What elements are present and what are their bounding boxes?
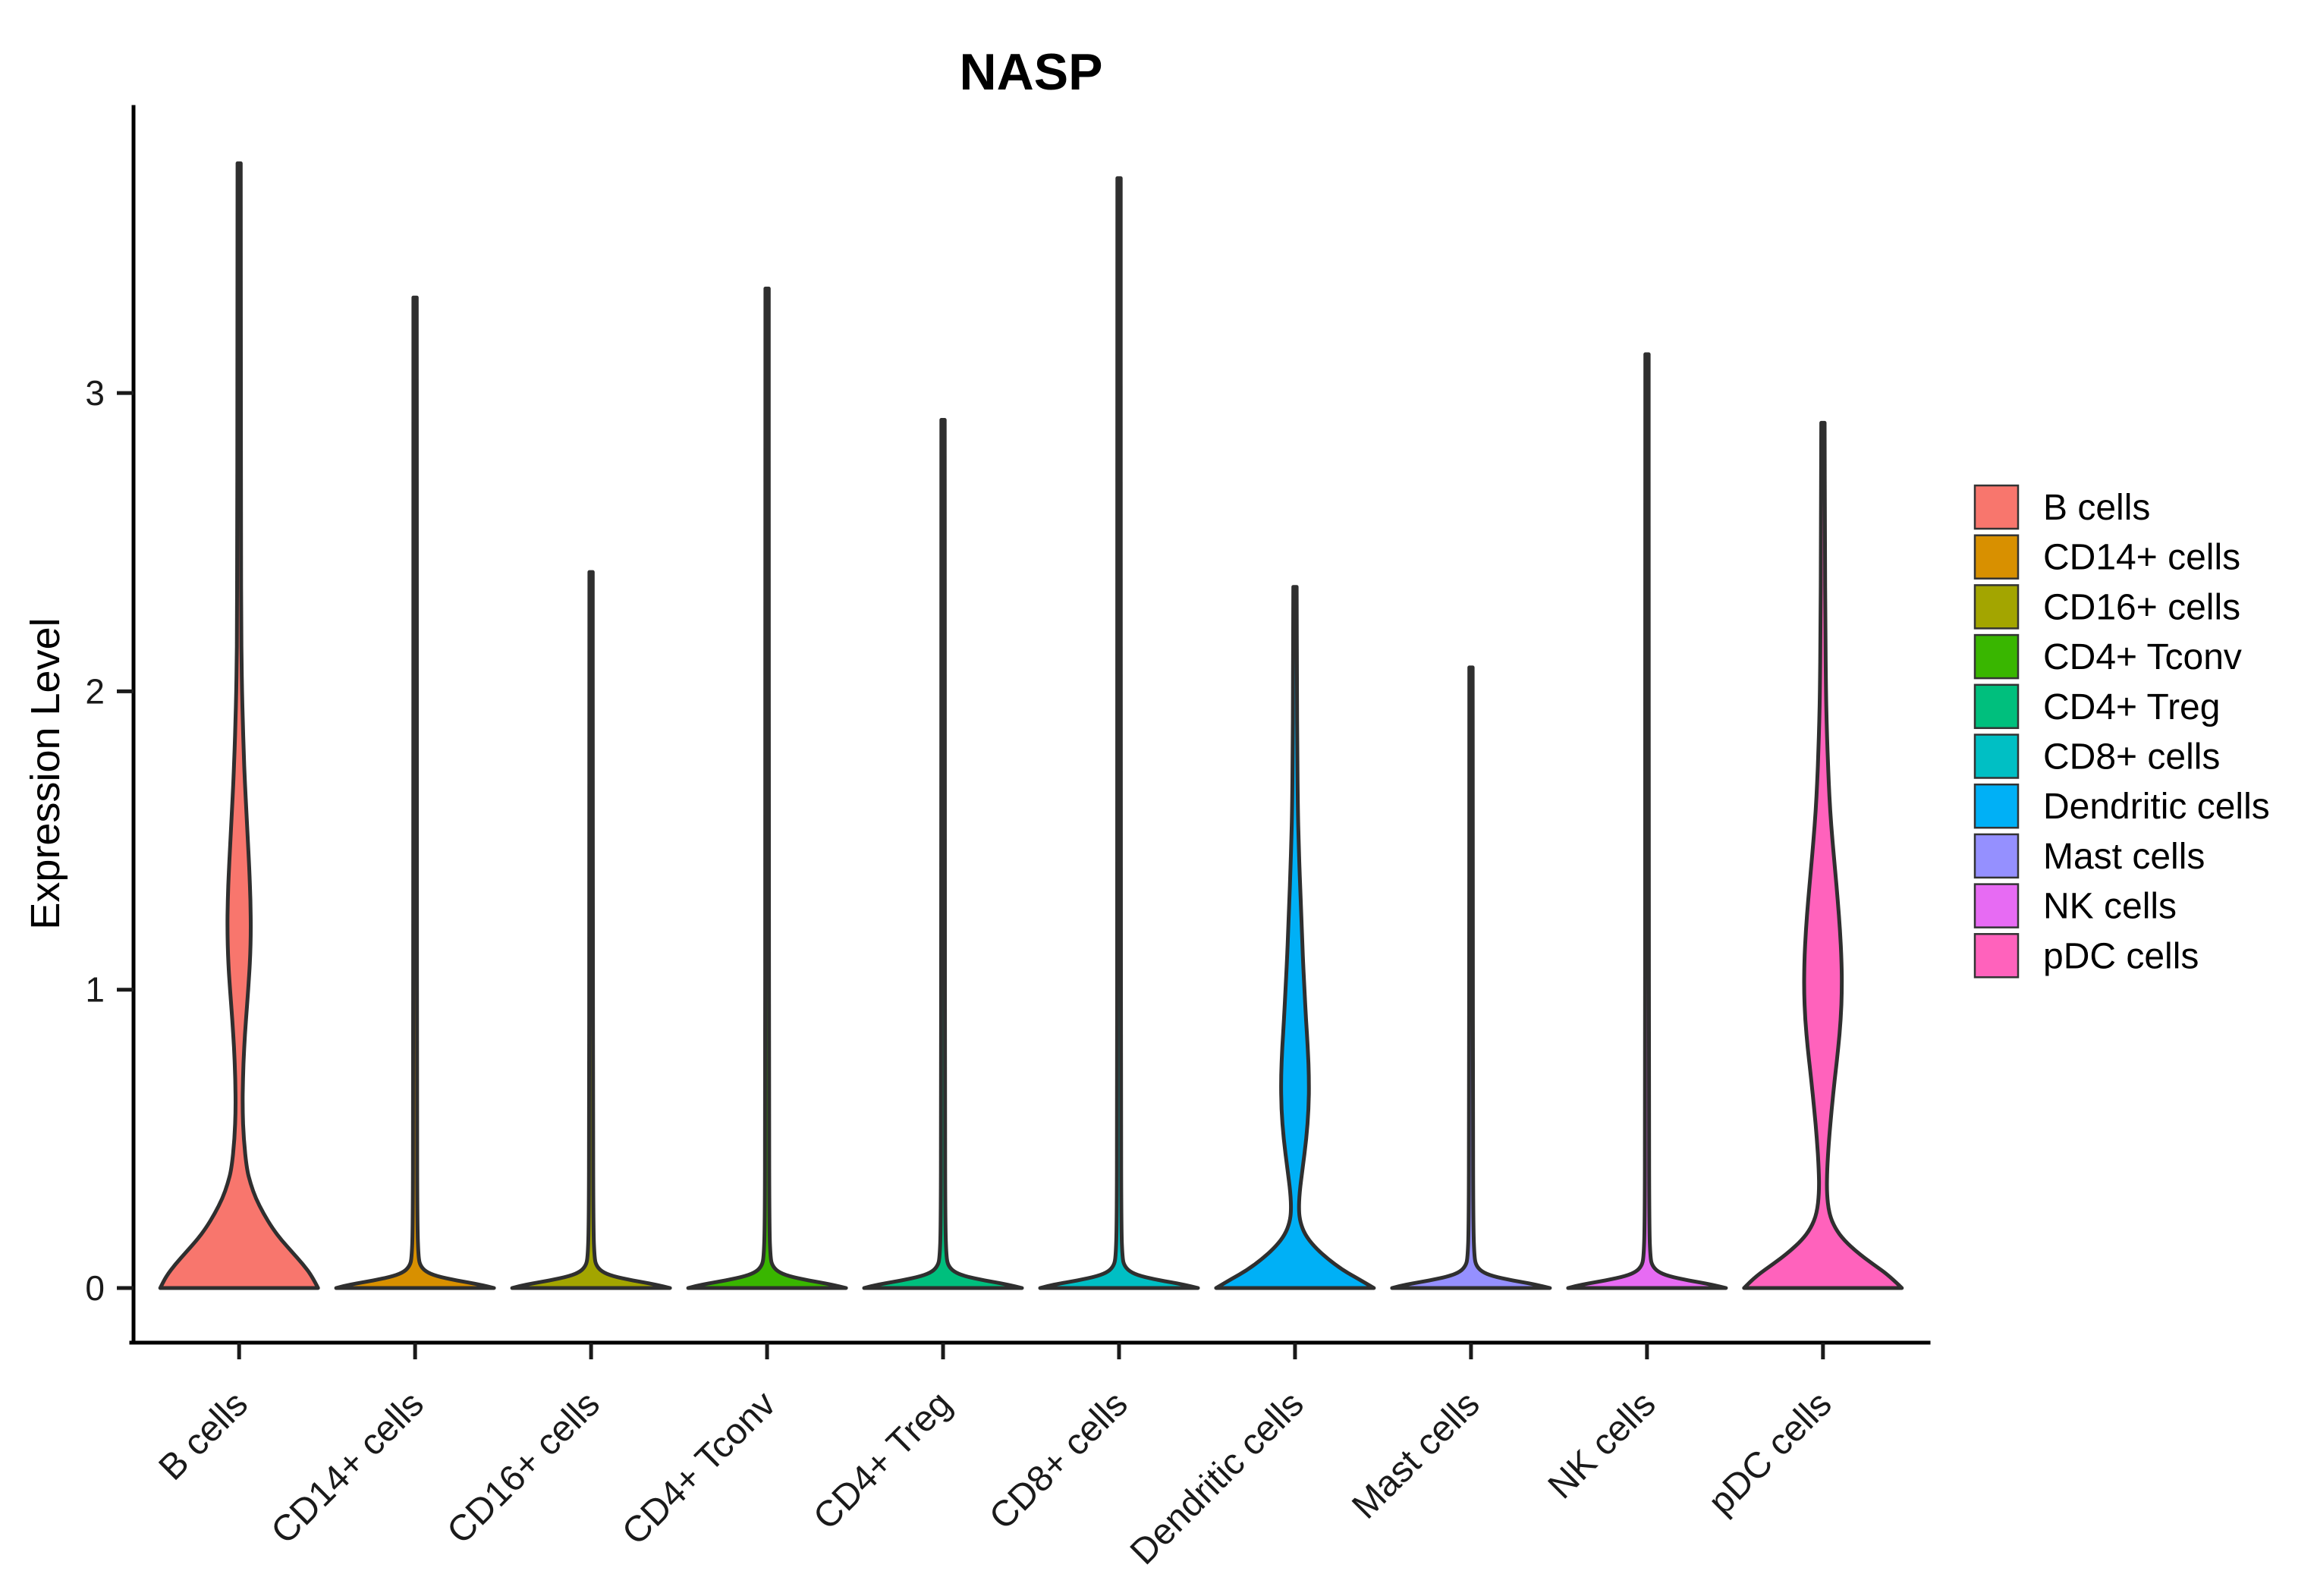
legend-label-cd8-cells: CD8+ cells bbox=[2043, 737, 2220, 778]
legend-key-mast-cells bbox=[1973, 833, 2020, 879]
legend-label-cd14-cells: CD14+ cells bbox=[2043, 538, 2240, 578]
y-axis-ticks: 0 1 2 3 bbox=[85, 373, 134, 1308]
x-tick-label-nk-cells: NK cells bbox=[1541, 1384, 1664, 1506]
legend-label-cd16-cells: CD16+ cells bbox=[2043, 587, 2240, 627]
violin-cd8-cells bbox=[1038, 176, 1200, 1290]
legend-key-cd4-tconv bbox=[1973, 633, 2020, 680]
violin-dendritic-cells bbox=[1214, 585, 1376, 1290]
y-tick-label-3: 3 bbox=[85, 373, 105, 413]
x-tick-label-cd4-treg: CD4+ Treg bbox=[806, 1384, 960, 1538]
x-axis-ticks: B cells CD14+ cells CD16+ cells CD4+ Tconv C… bbox=[152, 1343, 1840, 1572]
legend-key-cd4-treg bbox=[1973, 683, 2020, 730]
y-axis-label: Expression Level bbox=[23, 617, 68, 929]
legend-item-dendritic-cells: Dendritic cells bbox=[1973, 783, 2270, 829]
legend-label-nk-cells: NK cells bbox=[2043, 887, 2177, 927]
legend-key-cd8-cells bbox=[1973, 734, 2020, 779]
legend-item-cd4-tconv: CD4+ Tconv bbox=[1973, 633, 2242, 680]
violin-cd4-treg bbox=[862, 418, 1024, 1290]
legend-item-pdc-cells: pDC cells bbox=[1973, 933, 2199, 979]
legend-label-pdc-cells: pDC cells bbox=[2043, 936, 2199, 976]
x-tick-label-cd14-cells: CD14+ cells bbox=[264, 1384, 432, 1551]
legend-key-cd16-cells bbox=[1973, 584, 2020, 630]
y-tick-label-1: 1 bbox=[85, 970, 105, 1010]
legend-label-b-cells: B cells bbox=[2043, 488, 2150, 528]
legend-item-cd4-treg: CD4+ Treg bbox=[1973, 683, 2220, 730]
y-tick-label-2: 2 bbox=[85, 671, 105, 711]
legend: B cells CD14+ cells CD16+ cells CD4+ Tconv C… bbox=[1973, 484, 2270, 979]
legend-label-mast-cells: Mast cells bbox=[2043, 837, 2205, 877]
legend-label-cd4-tconv: CD4+ Tconv bbox=[2043, 637, 2242, 677]
legend-item-nk-cells: NK cells bbox=[1973, 883, 2177, 928]
legend-key-pdc-cells bbox=[1973, 933, 2020, 979]
x-tick-label-cd8-cells: CD8+ cells bbox=[982, 1384, 1136, 1538]
x-tick-label-cd4-tconv: CD4+ Tconv bbox=[615, 1384, 784, 1553]
legend-item-cd16-cells: CD16+ cells bbox=[1973, 584, 2240, 630]
violin-b-cells bbox=[158, 161, 320, 1290]
legend-label-dendritic-cells: Dendritic cells bbox=[2043, 787, 2270, 827]
x-tick-label-pdc-cells: pDC cells bbox=[1701, 1384, 1840, 1522]
legend-key-b-cells bbox=[1973, 484, 2020, 530]
violin-cd4-tconv bbox=[686, 286, 848, 1290]
x-tick-label-b-cells: B cells bbox=[152, 1384, 256, 1488]
legend-key-nk-cells bbox=[1973, 883, 2020, 928]
legend-key-dendritic-cells bbox=[1973, 783, 2020, 829]
legend-label-cd4-treg: CD4+ Treg bbox=[2043, 687, 2220, 727]
legend-item-mast-cells: Mast cells bbox=[1973, 833, 2205, 879]
x-tick-label-dendritic-cells: Dendritic cells bbox=[1123, 1384, 1312, 1572]
legend-item-cd8-cells: CD8+ cells bbox=[1973, 734, 2220, 779]
violin-cd16-cells bbox=[510, 570, 672, 1290]
violin-pdc-cells bbox=[1742, 420, 1904, 1290]
legend-item-cd14-cells: CD14+ cells bbox=[1973, 534, 2240, 580]
x-tick-label-mast-cells: Mast cells bbox=[1344, 1384, 1487, 1526]
violin-nk-cells bbox=[1566, 352, 1728, 1290]
violins-group bbox=[158, 161, 1904, 1290]
x-tick-label-cd16-cells: CD16+ cells bbox=[439, 1384, 607, 1551]
violin-cd14-cells bbox=[334, 295, 496, 1290]
y-tick-label-0: 0 bbox=[85, 1268, 105, 1308]
legend-key-cd14-cells bbox=[1973, 534, 2020, 580]
violin-mast-cells bbox=[1390, 665, 1552, 1290]
legend-item-b-cells: B cells bbox=[1973, 484, 2150, 530]
plot-title: NASP bbox=[960, 43, 1103, 101]
